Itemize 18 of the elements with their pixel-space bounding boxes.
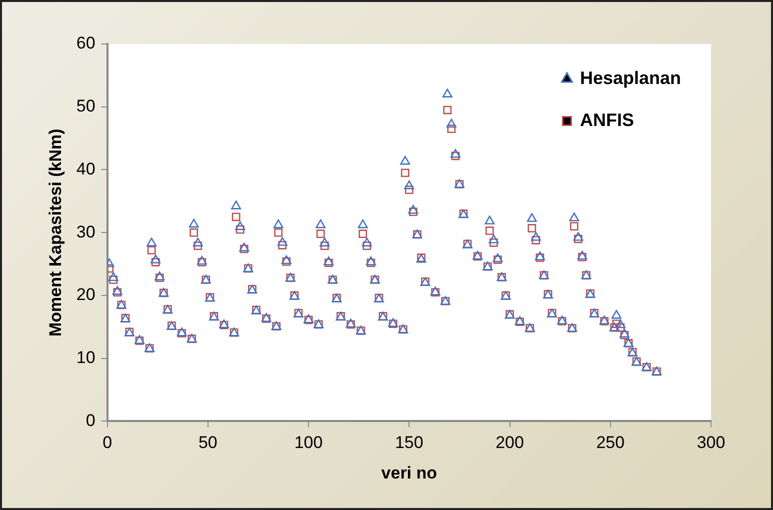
legend-label: ANFIS [580, 110, 634, 130]
y-tick-label: 0 [86, 410, 96, 430]
y-tick-label: 30 [76, 222, 96, 242]
x-tick-label: 300 [696, 433, 726, 452]
x-axis-title: veri no [381, 463, 438, 482]
x-tick-label: 250 [596, 433, 625, 452]
x-tick-label: 200 [496, 433, 524, 452]
x-tick-label: 0 [102, 433, 112, 452]
y-tick-label: 60 [76, 34, 96, 53]
y-axis-title: Moment Kapasitesi (kNm) [46, 128, 65, 337]
y-tick-label: 50 [76, 96, 96, 116]
y-tick-label: 20 [76, 285, 96, 304]
x-tick-label: 100 [294, 433, 323, 452]
y-tick-label: 40 [76, 159, 96, 178]
y-tick-label: 10 [76, 348, 96, 368]
legend-label: Hesaplanan [580, 68, 682, 88]
x-tick-label: 50 [198, 433, 218, 452]
x-tick-label: 150 [394, 433, 424, 452]
